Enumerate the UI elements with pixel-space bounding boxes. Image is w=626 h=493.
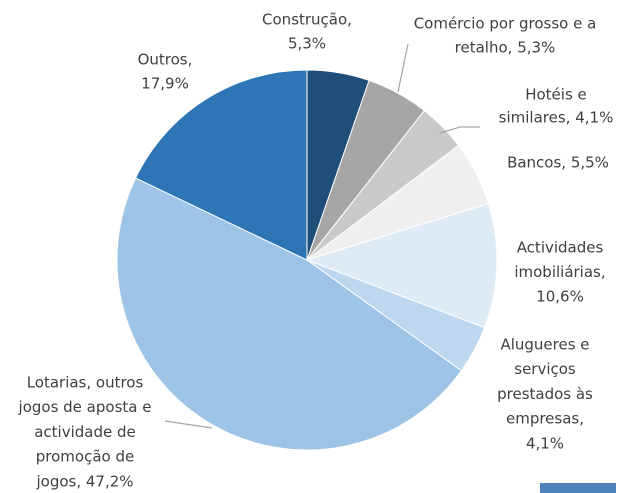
data-label: Actividades [517,239,604,257]
leader-line [164,420,213,429]
data-label: 17,9% [141,75,189,93]
leader-line [397,43,409,93]
data-label: empresas, [506,410,584,428]
data-label: Construção, [262,11,352,29]
leader-line [439,126,480,134]
data-label: actividade de [34,423,136,441]
data-label: Hotéis e [525,86,587,104]
data-label: prestados às [497,385,593,403]
data-label: imobiliárias, [514,263,605,281]
pie-slice [116,177,463,451]
data-label: Alugueres e [500,336,589,354]
data-label: similares, 4,1% [499,109,614,127]
data-label: 5,3% [288,35,326,53]
pie-slice [134,69,308,261]
data-label: Bancos, 5,5% [507,154,609,172]
data-label: 10,6% [536,288,584,306]
data-label: Comércio por grosso e a [414,15,597,33]
data-label: promoção de [36,448,134,466]
data-label: serviços [514,360,576,378]
data-label: 4,1% [526,434,564,452]
data-label: Outros, [138,51,193,69]
data-label: retalho, 5,3% [455,39,556,57]
data-label: Lotarias, outros [27,374,144,392]
legend-swatch [540,483,616,493]
pie-slice [305,202,498,329]
data-label: jogos, 47,2% [35,472,133,490]
data-label: jogos de aposta e [18,398,152,416]
